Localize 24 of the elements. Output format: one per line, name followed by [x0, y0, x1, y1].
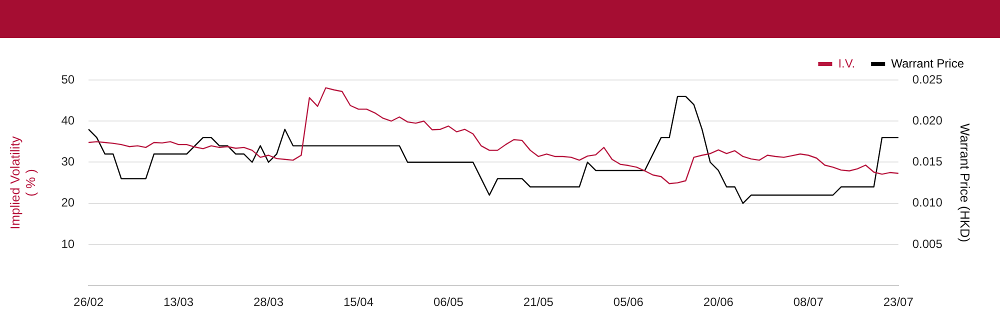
y-tick-label: 10: [61, 236, 75, 251]
y-tick-label: 30: [61, 154, 75, 169]
y-axis-title: Implied Volatility ( % ): [7, 136, 38, 230]
x-tick-label: 15/04: [343, 295, 374, 310]
x-tick-label: 08/07: [793, 295, 824, 310]
y2-tick-label: 0.020: [912, 113, 943, 128]
x-tick-label: 05/06: [613, 295, 644, 310]
y-tick-label: 40: [61, 113, 75, 128]
x-tick-label: 21/05: [523, 295, 554, 310]
y-tick-label: 20: [61, 196, 75, 210]
y2-tick-label: 0.010: [912, 196, 943, 210]
x-tick-label: 26/02: [74, 295, 104, 310]
x-tick-label: 23/07: [883, 295, 914, 310]
y2-tick-label: 0.005: [912, 236, 943, 251]
x-tick-label: 06/05: [433, 295, 464, 310]
legend-label: Warrant Price: [891, 56, 964, 70]
x-tick-label: 13/03: [164, 295, 194, 310]
y-tick-label: 50: [61, 72, 75, 86]
x-tick-label: 20/06: [703, 295, 734, 310]
y2-axis-title: Warrant Price (HKD): [958, 123, 973, 242]
y2-tick-label: 0.015: [912, 154, 943, 169]
x-tick-label: 28/03: [253, 295, 284, 310]
y2-tick-label: 0.025: [912, 72, 943, 86]
legend-label: I.V.: [838, 56, 856, 70]
